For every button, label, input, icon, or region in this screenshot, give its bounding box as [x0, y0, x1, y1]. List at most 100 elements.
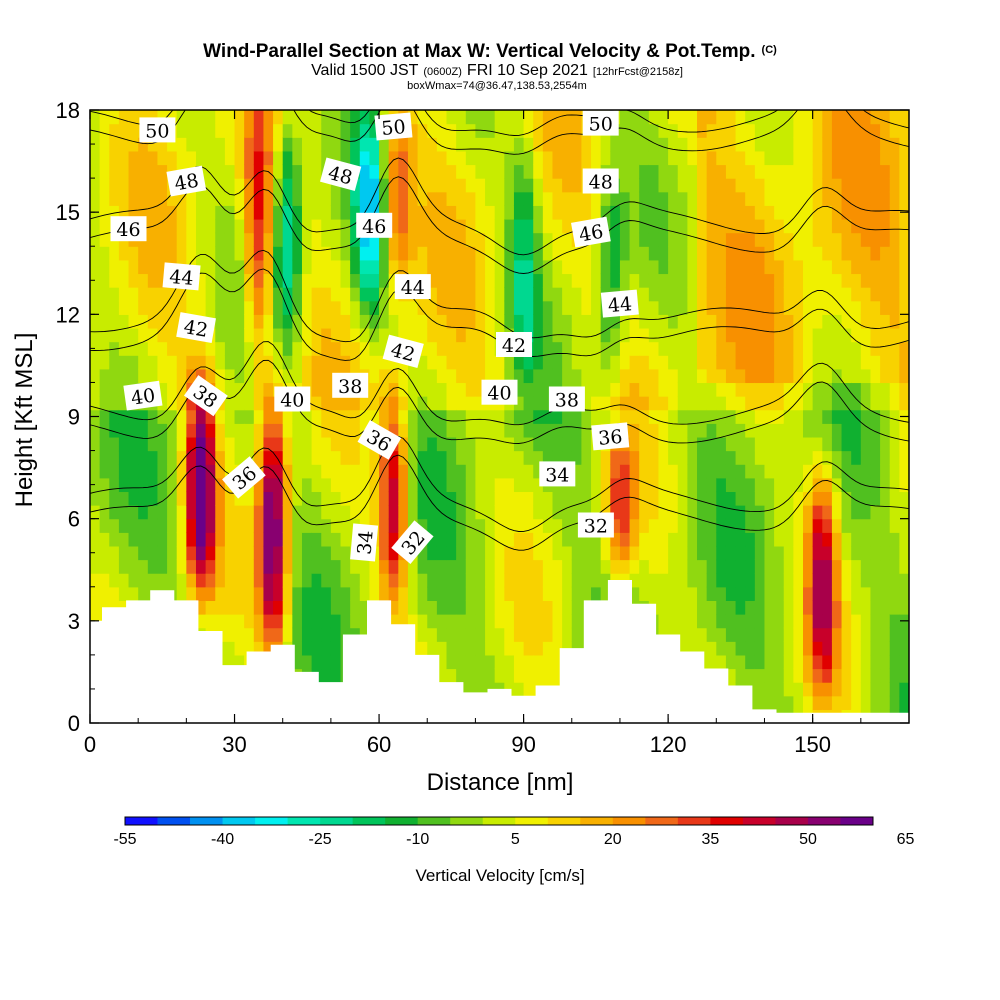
- field-cell: [427, 273, 438, 288]
- field-cell: [147, 559, 159, 574]
- field-cell: [398, 164, 409, 179]
- field-cell: [687, 314, 698, 329]
- field-cell: [128, 150, 139, 166]
- field-cell: [205, 586, 216, 601]
- field-cell: [138, 464, 149, 479]
- field-cell: [301, 627, 313, 642]
- field-cell: [523, 273, 534, 288]
- field-cell: [417, 327, 428, 343]
- field-cell: [860, 382, 872, 397]
- field-cell: [340, 573, 351, 588]
- field-cell: [321, 668, 332, 683]
- field-cell: [321, 314, 332, 329]
- field-cell: [754, 178, 766, 193]
- field-cell: [446, 218, 457, 234]
- field-cell: [90, 545, 101, 561]
- field-cell: [764, 246, 775, 261]
- field-cell: [109, 382, 120, 397]
- field-cell: [224, 300, 236, 315]
- field-cell: [668, 600, 679, 615]
- field-cell: [494, 259, 505, 275]
- field-cell: [167, 191, 178, 206]
- contour-label-bg: [110, 216, 147, 242]
- field-cell: [533, 532, 544, 547]
- field-cell: [591, 137, 602, 152]
- field-cell: [639, 110, 650, 125]
- field-cell: [475, 164, 486, 179]
- field-cell: [388, 396, 399, 411]
- field-cell: [157, 477, 168, 493]
- field-cell: [205, 341, 216, 356]
- field-cell: [263, 205, 274, 220]
- field-cell: [273, 191, 284, 206]
- field-cell: [774, 627, 785, 642]
- field-cell: [706, 355, 717, 370]
- field-cell: [369, 505, 380, 520]
- field-cell: [754, 218, 766, 234]
- field-cell: [831, 205, 843, 220]
- field-cell: [677, 573, 688, 588]
- field-cell: [677, 532, 688, 547]
- field-cell: [687, 559, 698, 574]
- field-cell: [822, 232, 833, 247]
- field-cell: [195, 518, 207, 533]
- field-cell: [658, 477, 669, 493]
- field-cell: [658, 300, 669, 315]
- field-cell: [494, 641, 505, 656]
- field-cell: [754, 423, 766, 438]
- field-cell: [725, 110, 737, 125]
- field-cell: [456, 409, 467, 424]
- field-cell: [812, 627, 823, 642]
- field-cell: [436, 259, 448, 275]
- field-cell: [658, 137, 669, 152]
- field-cell: [716, 423, 727, 438]
- field-cell: [716, 436, 727, 452]
- colorbar-swatch: [352, 817, 386, 825]
- field-cell: [234, 232, 245, 247]
- field-cell: [513, 355, 525, 370]
- field-cell: [157, 314, 168, 329]
- field-cell: [716, 573, 727, 588]
- field-cell: [745, 477, 756, 493]
- field-cell: [552, 150, 563, 166]
- field-cell: [494, 178, 505, 193]
- field-cell: [783, 273, 794, 288]
- field-cell: [619, 178, 631, 193]
- theta-contour-line: [90, 157, 909, 256]
- field-cell: [186, 205, 197, 220]
- field-cell: [591, 545, 602, 561]
- field-cell: [774, 259, 785, 275]
- field-cell: [167, 300, 178, 315]
- field-cell: [706, 287, 717, 302]
- field-cell: [138, 137, 149, 152]
- field-cell: [581, 191, 592, 206]
- field-cell: [764, 191, 775, 206]
- field-cell: [851, 586, 862, 601]
- field-cell: [128, 287, 139, 302]
- field-cell: [494, 191, 505, 206]
- field-cell: [860, 137, 872, 152]
- field-cell: [128, 178, 139, 193]
- field-cell: [774, 137, 785, 152]
- field-cell: [562, 600, 573, 615]
- field-cell: [619, 382, 631, 397]
- field-cell: [822, 218, 833, 234]
- field-cell: [224, 314, 236, 329]
- field-cell: [841, 614, 852, 629]
- field-cell: [427, 518, 438, 533]
- field-cell: [456, 382, 467, 397]
- field-cell: [880, 287, 891, 302]
- field-cell: [311, 409, 322, 424]
- field-cell: [812, 505, 823, 520]
- colorbar-swatch: [417, 817, 451, 825]
- field-cell: [244, 559, 255, 574]
- field-cell: [109, 409, 120, 424]
- field-cell: [465, 668, 477, 683]
- field-cell: [523, 477, 534, 493]
- field-cell: [118, 259, 130, 275]
- field-cell: [658, 382, 669, 397]
- field-cell: [263, 355, 274, 370]
- field-cell: [841, 382, 852, 397]
- field-cell: [552, 559, 563, 574]
- colorbar-swatch: [222, 817, 256, 825]
